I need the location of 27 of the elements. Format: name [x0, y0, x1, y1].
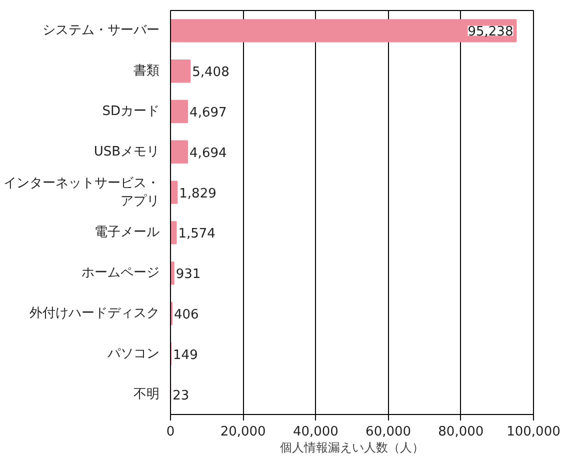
data-label: 5,408	[192, 65, 230, 80]
data-label: 4,697	[190, 106, 227, 120]
data-label: 23	[172, 388, 190, 404]
data-label: 95,238	[468, 24, 514, 40]
x-tick-label: 0	[166, 424, 175, 440]
x-tick-label: 60,000	[366, 424, 412, 440]
y-tick-label: USBメモリ	[94, 144, 160, 160]
data-label: 4,694	[190, 146, 227, 161]
y-tick-label: インターネットサービス・アプリ	[4, 176, 160, 209]
y-tick-label: 不明	[134, 386, 160, 402]
x-axis-title: 個人情報漏えい人数（人）	[280, 440, 424, 454]
y-tick-label: SDカード	[102, 104, 160, 119]
data-label: 1,574	[178, 226, 216, 242]
data-label: 1,829	[179, 186, 216, 202]
y-tick-label: パソコン	[106, 346, 160, 362]
y-tick-label: 外付けハードディスク	[30, 306, 160, 321]
x-tick-label: 20,000	[220, 424, 266, 440]
y-tick-label: システム・サーバー	[42, 23, 160, 38]
data-label: 406	[174, 308, 199, 322]
data-label: 931	[176, 267, 201, 282]
y-tick-label: 電子メール	[94, 225, 160, 240]
y-tick-label: 書類	[134, 64, 160, 79]
data-label: 149	[173, 348, 198, 363]
x-tick-label: 80,000	[438, 424, 484, 440]
x-tick-label: 40,000	[292, 424, 338, 440]
y-tick-label: ホームページ	[82, 266, 160, 281]
x-tick-label: 100,000	[506, 424, 560, 440]
